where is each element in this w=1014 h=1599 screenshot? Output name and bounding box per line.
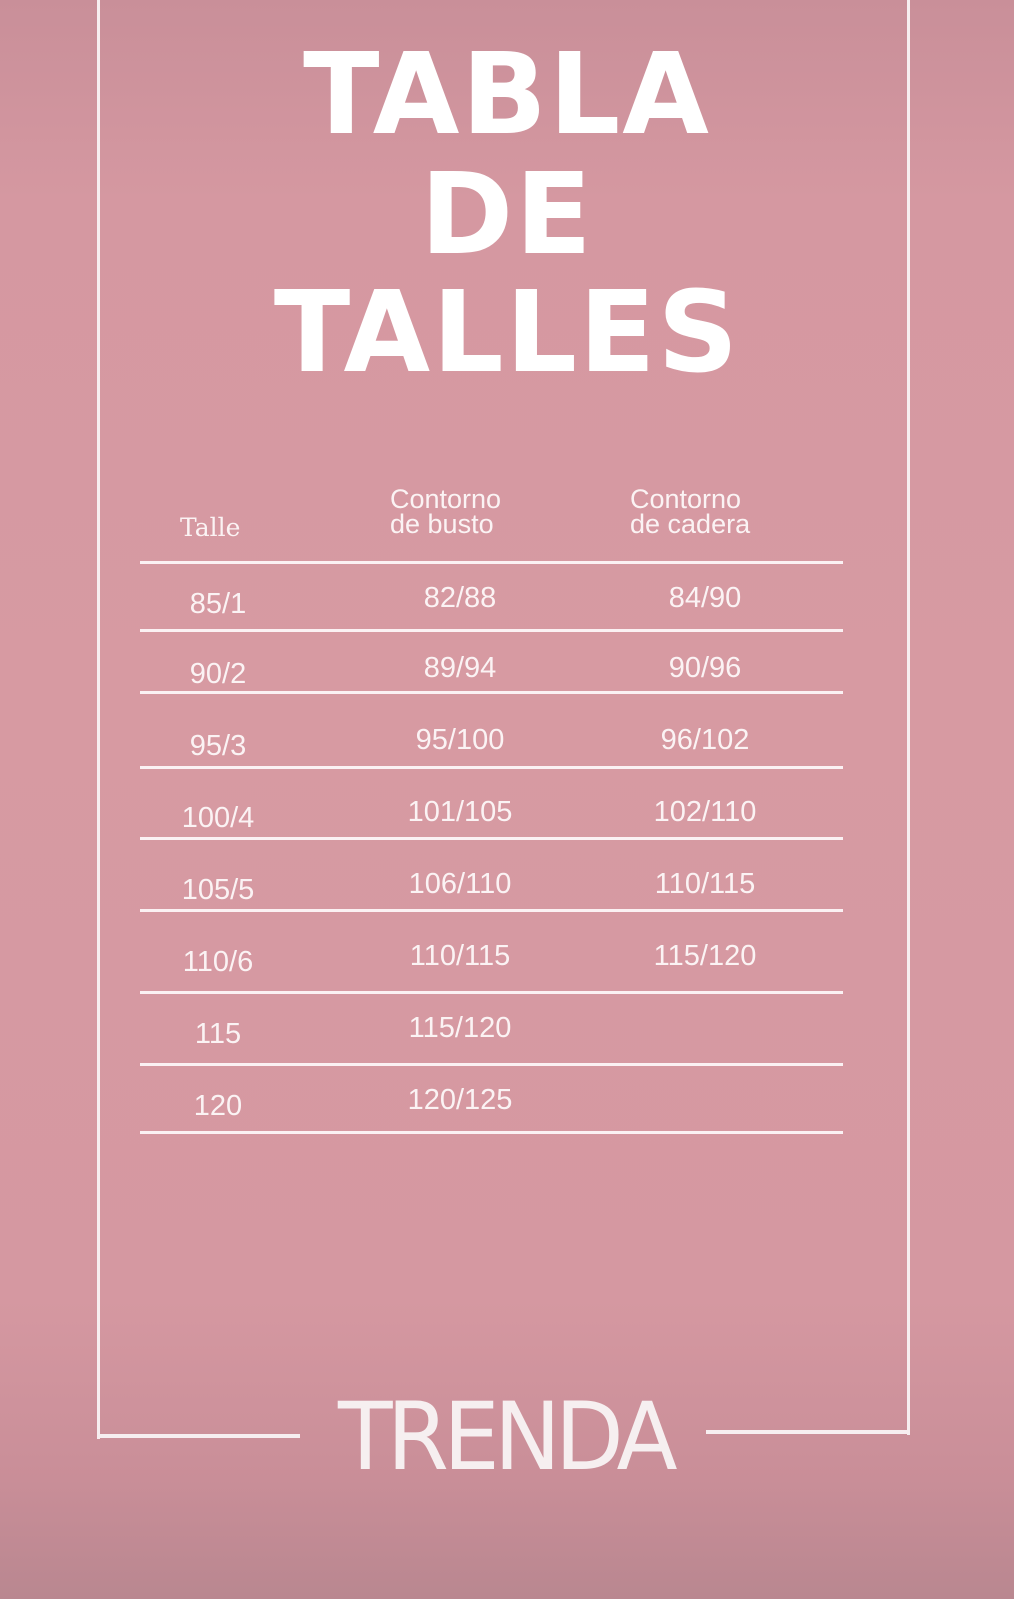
- cell-cadera: 84/90: [668, 582, 742, 614]
- cell-busto: 95/100: [415, 724, 505, 756]
- title-line-2: DE: [420, 150, 594, 280]
- row-divider: [140, 909, 843, 912]
- header-busto: Contorno de busto: [390, 484, 502, 539]
- frame-bottom-right-line: [706, 1430, 910, 1434]
- cell-talle: 95/3: [189, 730, 247, 762]
- header-cadera-line-1: Contorno: [630, 484, 742, 514]
- row-divider: [140, 1131, 843, 1134]
- cell-busto: 115/120: [408, 1012, 512, 1044]
- row-divider: [140, 561, 843, 564]
- cell-talle: 110/6: [182, 946, 254, 978]
- trenda-logo: TRENDA: [338, 1383, 678, 1492]
- title-line-3: TALLES: [273, 268, 741, 398]
- row-divider: [140, 629, 843, 632]
- cell-talle: 115: [194, 1018, 242, 1050]
- row-divider: [140, 991, 843, 994]
- header-busto-line-2: de busto: [390, 509, 494, 539]
- row-divider: [140, 1063, 843, 1066]
- cell-busto: 106/110: [408, 868, 512, 900]
- header-cadera: Contorno de cadera: [630, 484, 751, 539]
- header-cadera-line-2: de cadera: [630, 509, 751, 539]
- cell-busto: 82/88: [423, 582, 497, 614]
- cell-talle: 105/5: [181, 874, 255, 906]
- cell-busto: 120/125: [407, 1084, 513, 1116]
- frame-right-line: [907, 0, 910, 1435]
- title-line-1: TABLA: [303, 30, 711, 160]
- cell-cadera: 115/120: [653, 940, 757, 972]
- header-busto-line-1: Contorno: [390, 484, 502, 514]
- row-divider: [140, 691, 843, 694]
- cell-busto: 89/94: [423, 652, 497, 684]
- cell-cadera: 102/110: [653, 796, 757, 828]
- cell-cadera: 110/115: [654, 868, 756, 900]
- cell-cadera: 90/96: [668, 652, 742, 684]
- cell-talle: 120: [193, 1090, 243, 1122]
- frame-bottom-left-line: [97, 1434, 300, 1438]
- frame-left-line: [97, 0, 100, 1439]
- row-divider: [140, 837, 843, 840]
- cell-talle: 100/4: [181, 802, 255, 834]
- header-talle: Talle: [180, 513, 241, 542]
- cell-talle: 85/1: [189, 588, 247, 620]
- cell-busto: 110/115: [409, 940, 511, 972]
- cell-talle: 90/2: [189, 658, 247, 690]
- cell-busto: 101/105: [407, 796, 513, 828]
- cell-cadera: 96/102: [660, 724, 750, 756]
- row-divider: [140, 766, 843, 769]
